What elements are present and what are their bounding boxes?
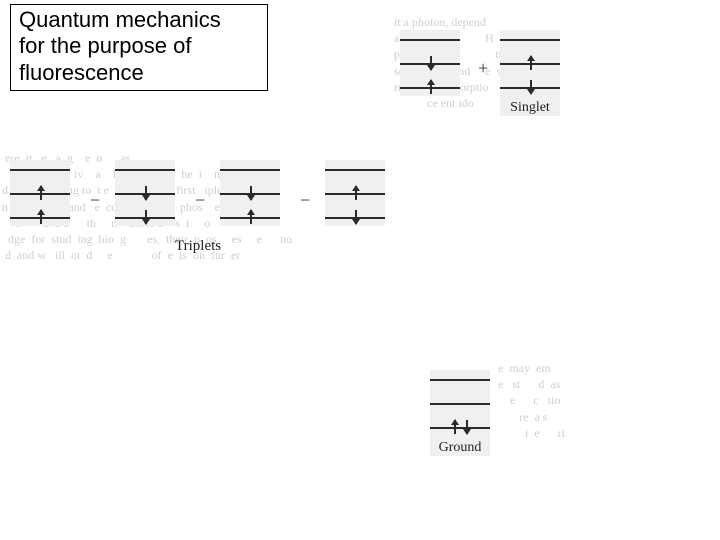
energy-level	[220, 160, 280, 178]
level-line	[430, 427, 490, 429]
triplets-label: Triplets	[175, 238, 221, 255]
energy-level	[10, 160, 70, 178]
operator-minus-3: −	[300, 190, 310, 211]
level-line	[500, 39, 560, 41]
energy-level	[115, 208, 175, 226]
energy-level	[325, 208, 385, 226]
level-line	[430, 403, 490, 405]
spin-up-arrow-icon	[530, 56, 532, 70]
state-label: Ground	[439, 440, 482, 456]
level-line	[10, 169, 70, 171]
diagram-triplet-c	[220, 160, 280, 226]
spin-down-arrow-icon	[530, 80, 532, 94]
spin-up-arrow-icon	[430, 80, 432, 94]
energy-level	[430, 418, 490, 436]
energy-levels	[10, 160, 70, 226]
energy-level	[10, 184, 70, 202]
title-line-1: Quantum mechanics	[19, 7, 259, 33]
energy-levels	[325, 160, 385, 226]
energy-level	[400, 54, 460, 72]
spin-down-arrow-icon	[430, 56, 432, 70]
energy-level	[500, 78, 560, 96]
energy-level	[115, 184, 175, 202]
spin-up-arrow-icon	[454, 420, 456, 434]
energy-levels	[430, 370, 490, 436]
energy-levels	[500, 30, 560, 96]
operator-minus-1: −	[90, 190, 100, 211]
ghost-text-3: e may em e st d as e c tio re a s i e ri	[498, 360, 565, 441]
energy-levels	[115, 160, 175, 226]
energy-level	[115, 160, 175, 178]
energy-level	[220, 208, 280, 226]
diagram-triplet-b	[115, 160, 175, 226]
level-line	[325, 169, 385, 171]
title-box: Quantum mechanics for the purpose of flu…	[10, 4, 268, 91]
energy-level	[500, 54, 560, 72]
energy-level	[220, 184, 280, 202]
energy-level	[430, 394, 490, 412]
spin-down-arrow-icon	[250, 186, 252, 200]
spin-up-arrow-icon	[250, 210, 252, 224]
energy-level	[500, 30, 560, 48]
energy-levels	[220, 160, 280, 226]
diagram-singlet-a	[400, 30, 460, 96]
energy-level	[430, 370, 490, 388]
energy-level	[10, 208, 70, 226]
state-label: Singlet	[510, 100, 550, 116]
operator-minus-2: −	[195, 190, 205, 211]
energy-level	[400, 78, 460, 96]
energy-level	[325, 184, 385, 202]
energy-level	[400, 30, 460, 48]
energy-levels	[400, 30, 460, 96]
spin-up-arrow-icon	[40, 186, 42, 200]
spin-down-arrow-icon	[145, 186, 147, 200]
spin-down-arrow-icon	[355, 210, 357, 224]
level-line	[115, 169, 175, 171]
diagram-singlet-b: Singlet	[500, 30, 560, 116]
operator-plus: +	[478, 58, 488, 79]
spin-up-arrow-icon	[40, 210, 42, 224]
diagram-triplet-a	[10, 160, 70, 226]
level-line	[400, 39, 460, 41]
diagram-triplet-d	[325, 160, 385, 226]
level-line	[430, 379, 490, 381]
diagram-ground: Ground	[430, 370, 490, 456]
level-line	[220, 169, 280, 171]
spin-down-arrow-icon	[145, 210, 147, 224]
spin-down-arrow-icon	[466, 420, 468, 434]
spin-up-arrow-icon	[355, 186, 357, 200]
title-line-3: fluorescence	[19, 60, 259, 86]
energy-level	[325, 160, 385, 178]
title-line-2: for the purpose of	[19, 33, 259, 59]
